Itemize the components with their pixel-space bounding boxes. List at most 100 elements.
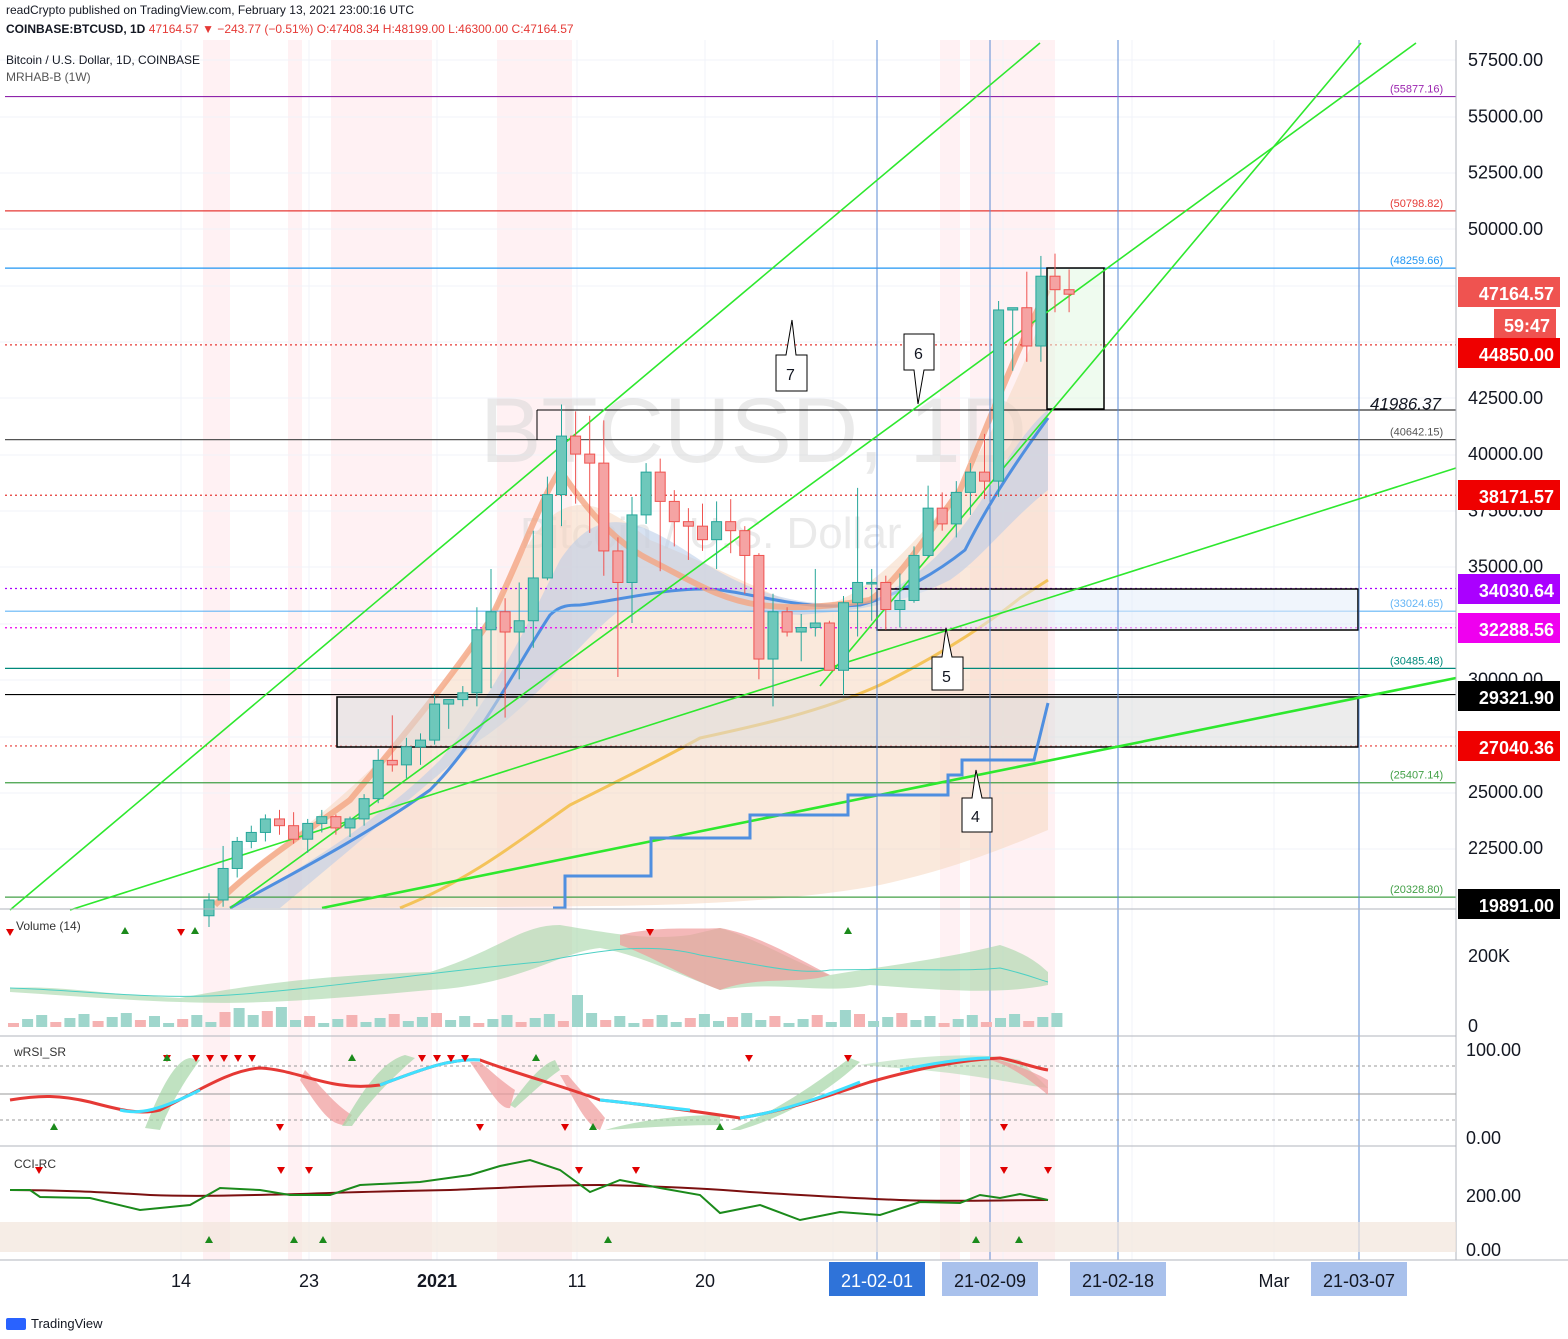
volume-bar: [797, 1019, 809, 1027]
watermark-symbol: BTCUSD, 1D: [480, 380, 1027, 482]
price-tick: 50000.00: [1468, 219, 1543, 239]
volume-bar: [628, 1023, 640, 1027]
level-labels: (55877.16) (50798.82) (48259.66) 41986.37 (4…: [1370, 84, 1443, 897]
time-tick: 23: [299, 1271, 319, 1291]
blue-line: [229, 417, 1050, 910]
time-badge: [1311, 1262, 1407, 1296]
candle-body: [753, 554, 765, 660]
level-label: 41986.37: [1370, 394, 1441, 413]
sell-arrow: [418, 1055, 426, 1062]
buy-arrow: [844, 927, 852, 934]
time-badge: [829, 1262, 925, 1296]
candle-body: [513, 620, 525, 633]
sell-arrow: [305, 1167, 313, 1174]
cci-tick-200: 200.00: [1466, 1186, 1521, 1206]
price-badge: [1458, 338, 1560, 368]
volume-bar: [233, 1008, 245, 1027]
price-badge: [1458, 681, 1560, 711]
candle-body: [386, 759, 398, 766]
candle-body: [259, 818, 271, 833]
candle-body: [626, 514, 638, 583]
buy-arrow: [205, 1236, 213, 1243]
callouts: 7 6 5 4: [775, 319, 993, 833]
sell-arrow: [206, 1055, 214, 1062]
candle-body: [993, 309, 1005, 482]
sell-arrow: [234, 1055, 242, 1062]
price-badge-text: 29321.90: [1479, 688, 1554, 708]
last-price: 47164.57: [148, 22, 199, 36]
sell-arrow: [575, 1167, 583, 1174]
candle-body: [866, 581, 878, 585]
time-tick: 11: [568, 1271, 587, 1291]
time-axis[interactable]: 14 23 2021 11 20 21-02-01 21-02-09 21-02-18 Mar 2…: [171, 1262, 1407, 1296]
price-badge: [1458, 480, 1560, 510]
time-tick: 21-02-01: [841, 1271, 913, 1291]
buy-arrow: [191, 927, 199, 934]
callout-5: 5: [942, 669, 951, 686]
candle-body: [894, 599, 906, 610]
candle-body: [654, 471, 666, 502]
footer-brand: TradingView: [31, 1316, 103, 1331]
volume-bar: [1009, 1014, 1021, 1027]
volume-bar: [938, 1023, 950, 1027]
sell-arrow: [844, 1055, 852, 1062]
zone-band: [331, 40, 432, 1260]
volume-bar: [36, 1015, 48, 1027]
buy-arrow: [1015, 1236, 1023, 1243]
volume-bar: [106, 1017, 118, 1027]
candle-body: [781, 611, 793, 633]
volume-bar: [346, 1015, 358, 1027]
level-label: (55877.16): [1390, 84, 1443, 96]
price-badge-text: 38171.57: [1479, 487, 1554, 507]
candle-body: [767, 611, 779, 660]
candle-body: [584, 453, 596, 464]
support-zone-lower: [336, 696, 1359, 748]
buy-arrow: [972, 1236, 980, 1243]
time-tick: 21-02-09: [954, 1271, 1026, 1291]
sell-arrow: [646, 929, 654, 936]
volume-bar: [515, 1022, 527, 1027]
volume-bar: [642, 1019, 654, 1027]
volume-bar: [557, 1021, 569, 1027]
sell-arrow: [35, 1167, 43, 1174]
volume-bar: [952, 1019, 964, 1027]
volume-panel: [8, 925, 1063, 1027]
wrsi-tick-0: 0.00: [1466, 1128, 1501, 1148]
volume-bar: [543, 1014, 555, 1027]
candle-body: [668, 500, 680, 523]
candle-body: [316, 816, 328, 824]
sell-arrow: [220, 1055, 228, 1062]
candle-body: [725, 521, 737, 532]
volume-bar: [684, 1018, 696, 1027]
volume-bar: [924, 1016, 936, 1027]
candle-body: [245, 831, 257, 842]
candle-body: [908, 554, 920, 601]
volume-bar: [966, 1015, 978, 1027]
candle-body: [570, 435, 582, 455]
price-axis[interactable]: 57500.00 55000.00 52500.00 50000.00 42500.00…: [1468, 50, 1543, 858]
volume-bar: [459, 1016, 471, 1027]
volume-bar: [120, 1013, 132, 1027]
candle-body: [203, 899, 215, 917]
price-badge-text: 44850.00: [1479, 345, 1554, 365]
volume-bar: [332, 1019, 344, 1027]
price-badge: [1458, 574, 1560, 604]
volume-bar: [656, 1015, 668, 1027]
sell-arrow: [476, 1124, 484, 1131]
price-badge: [1494, 309, 1556, 339]
indicator-name: MRHAB-B (1W): [6, 70, 91, 84]
volume-tick-0: 0: [1468, 1016, 1478, 1036]
sell-arrow: [277, 1167, 285, 1174]
volume-bar: [670, 1022, 682, 1027]
candle-body: [852, 581, 864, 604]
candle-body: [527, 577, 539, 622]
candles: [203, 253, 1075, 928]
level-label: (40642.15): [1390, 427, 1443, 439]
level-label: (30485.48): [1390, 655, 1443, 667]
ohlc: O:47408.34 H:48199.00 L:46300.00 C:47164…: [316, 22, 574, 36]
volume-bar: [586, 1013, 598, 1027]
time-tick: 20: [695, 1271, 715, 1291]
volume-bar: [78, 1014, 90, 1027]
candle-body: [541, 494, 553, 579]
